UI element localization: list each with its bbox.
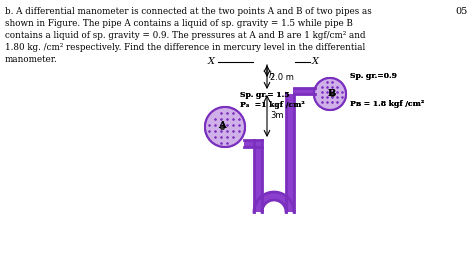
Text: Sp. gr.=0.9: Sp. gr.=0.9 (350, 72, 397, 80)
Text: Sp. gr.= 1.5: Sp. gr.= 1.5 (240, 91, 290, 99)
Text: A: A (218, 122, 226, 130)
Text: A: A (218, 122, 226, 130)
Bar (293, 88, 315, 95)
Text: Pʙ = 1.8 kgf /cm²: Pʙ = 1.8 kgf /cm² (350, 100, 424, 108)
Text: Pʙ = 1.8 kgf /cm²: Pʙ = 1.8 kgf /cm² (350, 100, 424, 108)
Text: Sp. gr.=0.9: Sp. gr.=0.9 (350, 72, 397, 80)
Text: 05: 05 (455, 7, 467, 16)
Text: 3m: 3m (270, 112, 283, 121)
Text: h: h (269, 72, 274, 80)
Text: 1.80 kg. /cm² respectively. Find the difference in mercury level in the differen: 1.80 kg. /cm² respectively. Find the dif… (5, 43, 365, 52)
Text: X: X (208, 57, 215, 66)
Text: contains a liquid of sp. gravity = 0.9. The pressures at A and B are 1 kgf/cm² a: contains a liquid of sp. gravity = 0.9. … (5, 31, 365, 40)
Text: manometer.: manometer. (5, 55, 58, 64)
Bar (244, 140, 255, 147)
Bar (254, 140, 262, 212)
Circle shape (205, 107, 245, 147)
Text: b. A differential manometer is connected at the two points A and B of two pipes : b. A differential manometer is connected… (5, 7, 372, 16)
Text: B: B (328, 89, 336, 97)
Circle shape (314, 78, 346, 110)
Text: Pₐ  =1 kgf /cm²: Pₐ =1 kgf /cm² (240, 101, 305, 109)
Circle shape (314, 78, 346, 110)
Text: B: B (328, 89, 336, 97)
Bar (294, 88, 314, 94)
Text: X: X (312, 57, 319, 66)
Polygon shape (254, 192, 294, 212)
Text: shown in Figure. The pipe A contains a liquid of sp. gravity = 1.5 while pipe B: shown in Figure. The pipe A contains a l… (5, 19, 353, 28)
Bar (286, 94, 294, 212)
Text: Pₐ  =1 kgf /cm²: Pₐ =1 kgf /cm² (240, 101, 305, 109)
Text: Sp. gr.= 1.5: Sp. gr.= 1.5 (240, 91, 290, 99)
Text: 2.0 m: 2.0 m (270, 73, 294, 81)
Circle shape (205, 107, 245, 147)
